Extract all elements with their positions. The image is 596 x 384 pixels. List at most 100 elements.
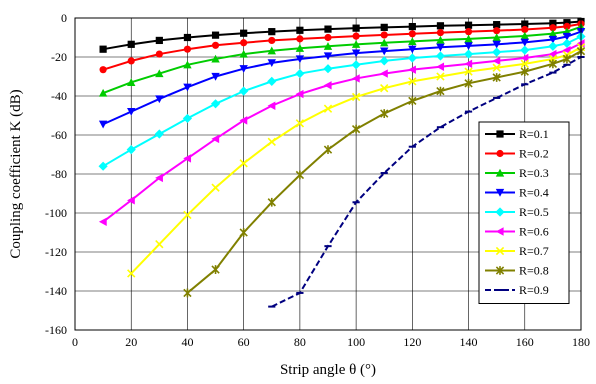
- data-point: [464, 42, 473, 51]
- data-point: [464, 28, 473, 36]
- data-point: [211, 265, 220, 274]
- data-point: [183, 33, 192, 42]
- data-point: [155, 36, 163, 45]
- data-point: [323, 145, 333, 155]
- series-R=0.9: [268, 56, 585, 308]
- data-point: [267, 137, 276, 146]
- data-point: [127, 78, 136, 86]
- data-point: [464, 67, 473, 76]
- data-point: [98, 217, 107, 226]
- data-point: [408, 77, 417, 86]
- y-tick-label: -80: [51, 167, 67, 181]
- data-point: [436, 62, 445, 71]
- legend-item: R=0.8: [485, 264, 549, 278]
- data-point: [239, 159, 248, 168]
- legend-label: R=0.9: [519, 283, 549, 297]
- data-point: [563, 19, 571, 27]
- data-point: [492, 56, 501, 66]
- data-point: [155, 173, 163, 183]
- data-point: [183, 45, 192, 53]
- data-point: [408, 45, 417, 54]
- data-point: [520, 67, 529, 77]
- data-point: [351, 92, 361, 102]
- legend-marker: [496, 149, 504, 158]
- data-point: [548, 29, 558, 38]
- data-point: [127, 40, 135, 48]
- data-point: [351, 60, 361, 70]
- y-tick-label: -60: [51, 128, 67, 142]
- data-point: [548, 35, 558, 44]
- y-tick-label: -20: [51, 50, 67, 64]
- data-point: [380, 84, 389, 93]
- series-R=0.3: [98, 22, 586, 97]
- x-tick-label: 0: [72, 335, 78, 349]
- data-point: [352, 32, 360, 40]
- data-point: [155, 50, 163, 58]
- y-tick-label: -100: [45, 206, 67, 220]
- data-point: [240, 29, 248, 37]
- x-tick-label: 120: [403, 335, 421, 349]
- data-point: [463, 49, 474, 59]
- series-R=0.1: [99, 17, 585, 53]
- data-point: [408, 96, 417, 106]
- data-point: [267, 101, 276, 110]
- data-point: [295, 170, 305, 180]
- y-axis-title: Coupling coefficient K (dB): [8, 89, 24, 258]
- legend: R=0.1 R=0.2 R=0.3 R=0.4 R=0.5 R=0.6 R=0.7 R=0.8…: [478, 121, 570, 304]
- data-point: [267, 46, 276, 55]
- data-point: [98, 161, 108, 171]
- data-point: [295, 44, 305, 52]
- data-point: [239, 228, 248, 237]
- series-line: [130, 46, 582, 275]
- y-tick-label: -120: [45, 245, 67, 259]
- data-point: [351, 124, 361, 134]
- data-point: [548, 41, 558, 51]
- data-point: [211, 134, 220, 144]
- data-point: [521, 20, 529, 28]
- data-point: [464, 21, 473, 29]
- legend-item: R=0.1: [485, 127, 549, 141]
- data-point: [210, 99, 221, 109]
- data-point: [436, 29, 445, 37]
- data-point: [548, 59, 558, 69]
- data-point: [127, 108, 136, 116]
- data-point: [520, 45, 530, 55]
- data-point: [351, 40, 361, 48]
- data-point: [155, 69, 164, 78]
- data-point: [99, 45, 107, 53]
- data-point: [380, 69, 388, 78]
- data-point: [127, 269, 136, 278]
- data-point: [380, 23, 388, 31]
- data-point: [436, 35, 445, 44]
- data-point: [520, 59, 529, 68]
- legend-label: R=0.3: [519, 166, 549, 180]
- y-tick-label: -140: [45, 284, 67, 298]
- x-tick-label: 80: [294, 335, 306, 349]
- data-point: [520, 31, 529, 40]
- data-point: [408, 65, 416, 74]
- data-point: [408, 37, 417, 45]
- data-point: [323, 104, 333, 113]
- data-point: [324, 33, 332, 42]
- data-point: [492, 40, 501, 49]
- x-tick-label: 100: [347, 335, 365, 349]
- legend-marker: [495, 168, 505, 177]
- legend-item: R=0.9: [485, 283, 549, 297]
- data-point: [464, 78, 473, 88]
- x-tick-label: 40: [181, 335, 193, 349]
- data-point: [562, 54, 572, 64]
- data-point: [521, 25, 529, 34]
- data-point: [379, 56, 389, 66]
- data-point: [211, 54, 220, 63]
- data-point: [562, 38, 572, 48]
- data-point: [295, 119, 305, 128]
- data-point: [407, 53, 417, 63]
- data-point: [492, 73, 501, 82]
- data-point: [380, 31, 388, 39]
- legend-marker: [495, 266, 505, 275]
- data-point: [239, 49, 248, 58]
- data-point: [155, 240, 164, 249]
- x-tick-labels: 0 20 40 60 80 100 120 140 160 180: [72, 335, 590, 349]
- series-layer: [98, 17, 586, 308]
